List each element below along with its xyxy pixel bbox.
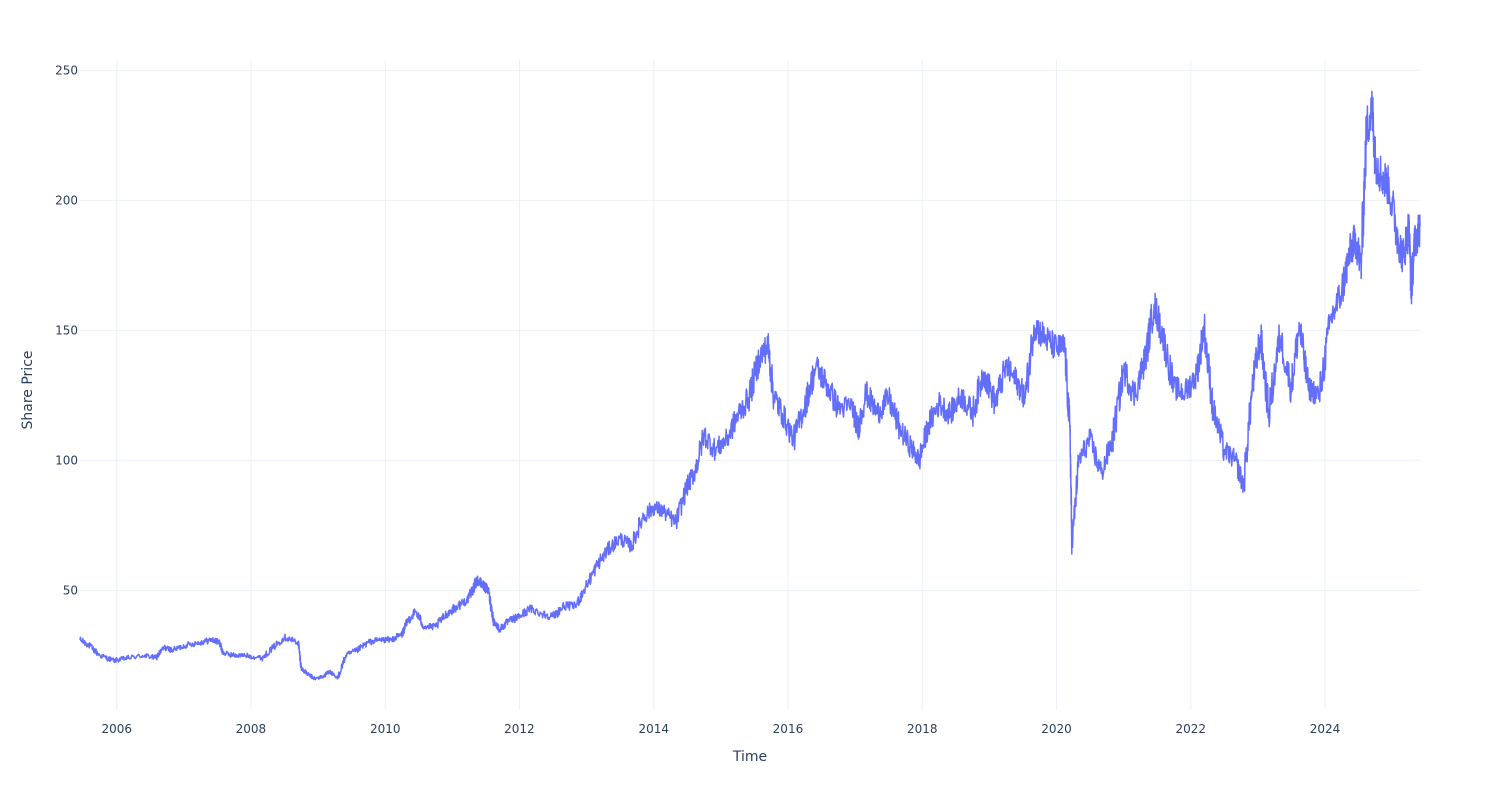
y-axis-title: Share Price	[20, 350, 36, 429]
y-tick-label: 250	[55, 63, 78, 77]
x-axis-title: Time	[732, 749, 767, 765]
x-tick-label: 2012	[504, 722, 535, 736]
x-tick-label: 2008	[236, 722, 267, 736]
y-tick-label: 200	[55, 193, 78, 207]
x-tick-label: 2010	[370, 722, 401, 736]
y-tick-label: 50	[63, 583, 78, 597]
x-tick-label: 2016	[773, 722, 804, 736]
y-tick-label: 100	[55, 453, 78, 467]
x-tick-label: 2018	[907, 722, 938, 736]
x-tick-label: 2014	[639, 722, 670, 736]
x-tick-label: 2020	[1041, 722, 1072, 736]
x-tick-label: 2022	[1176, 722, 1207, 736]
y-tick-label: 150	[55, 323, 78, 337]
series-layer	[79, 90, 1421, 681]
x-tick-label: 2024	[1310, 722, 1341, 736]
tick-layer: 50 100 150 200 250 2006 2008 2010 2012 2014 2016 20…	[55, 63, 1340, 736]
x-tick-label: 2006	[101, 722, 132, 736]
series-line	[79, 90, 1421, 681]
